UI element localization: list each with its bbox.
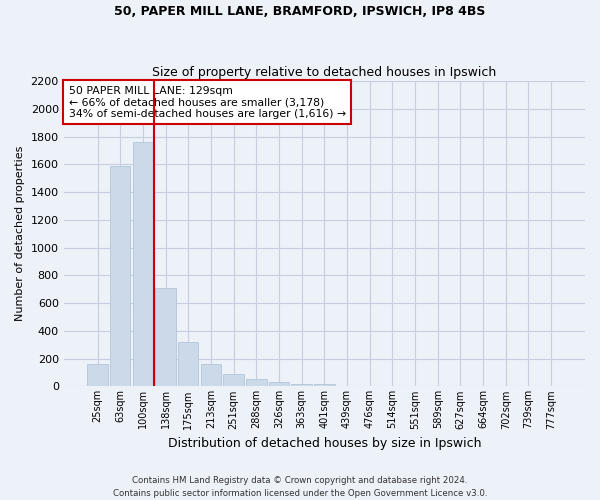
Bar	[246, 379, 266, 386]
Bar	[269, 382, 289, 386]
Text: 50 PAPER MILL LANE: 129sqm
← 66% of detached houses are smaller (3,178)
34% of s: 50 PAPER MILL LANE: 129sqm ← 66% of deta…	[69, 86, 346, 119]
Bar	[155, 288, 176, 386]
Title: Size of property relative to detached houses in Ipswich: Size of property relative to detached ho…	[152, 66, 496, 78]
Bar	[133, 142, 153, 386]
Text: Contains HM Land Registry data © Crown copyright and database right 2024.
Contai: Contains HM Land Registry data © Crown c…	[113, 476, 487, 498]
Bar	[223, 374, 244, 386]
Text: 50, PAPER MILL LANE, BRAMFORD, IPSWICH, IP8 4BS: 50, PAPER MILL LANE, BRAMFORD, IPSWICH, …	[115, 5, 485, 18]
Y-axis label: Number of detached properties: Number of detached properties	[15, 146, 25, 322]
Bar	[201, 364, 221, 386]
Bar	[110, 166, 130, 386]
Bar	[292, 384, 312, 386]
Bar	[314, 384, 335, 386]
Bar	[88, 364, 108, 386]
X-axis label: Distribution of detached houses by size in Ipswich: Distribution of detached houses by size …	[167, 437, 481, 450]
Bar	[178, 342, 199, 386]
